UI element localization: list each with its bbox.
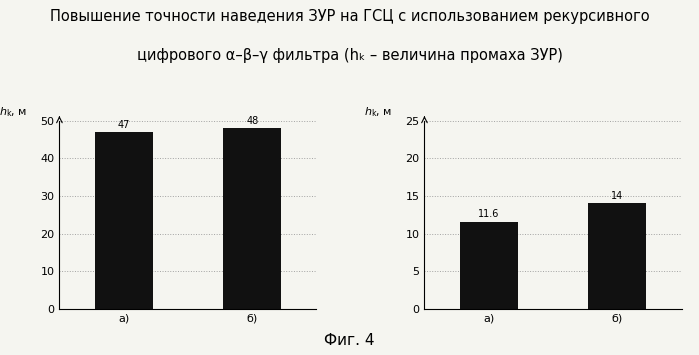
Bar bbox=[223, 128, 281, 309]
Text: 48: 48 bbox=[246, 116, 259, 126]
Bar bbox=[589, 203, 646, 309]
Y-axis label: $h_\mathrm{k}$, м: $h_\mathrm{k}$, м bbox=[0, 105, 27, 119]
Y-axis label: $h_\mathrm{k}$, м: $h_\mathrm{k}$, м bbox=[364, 105, 392, 119]
Text: Повышение точности наведения ЗУР на ГСЦ с использованием рекурсивного: Повышение точности наведения ЗУР на ГСЦ … bbox=[50, 9, 649, 24]
Text: цифрового α–β–γ фильтра (hₖ – величина промаха ЗУР): цифрового α–β–γ фильтра (hₖ – величина п… bbox=[136, 48, 563, 63]
Bar bbox=[460, 222, 518, 309]
Text: 11.6: 11.6 bbox=[478, 209, 499, 219]
Text: 47: 47 bbox=[117, 120, 130, 130]
Text: 14: 14 bbox=[611, 191, 624, 201]
Bar bbox=[95, 132, 152, 309]
Text: Фиг. 4: Фиг. 4 bbox=[324, 333, 375, 348]
